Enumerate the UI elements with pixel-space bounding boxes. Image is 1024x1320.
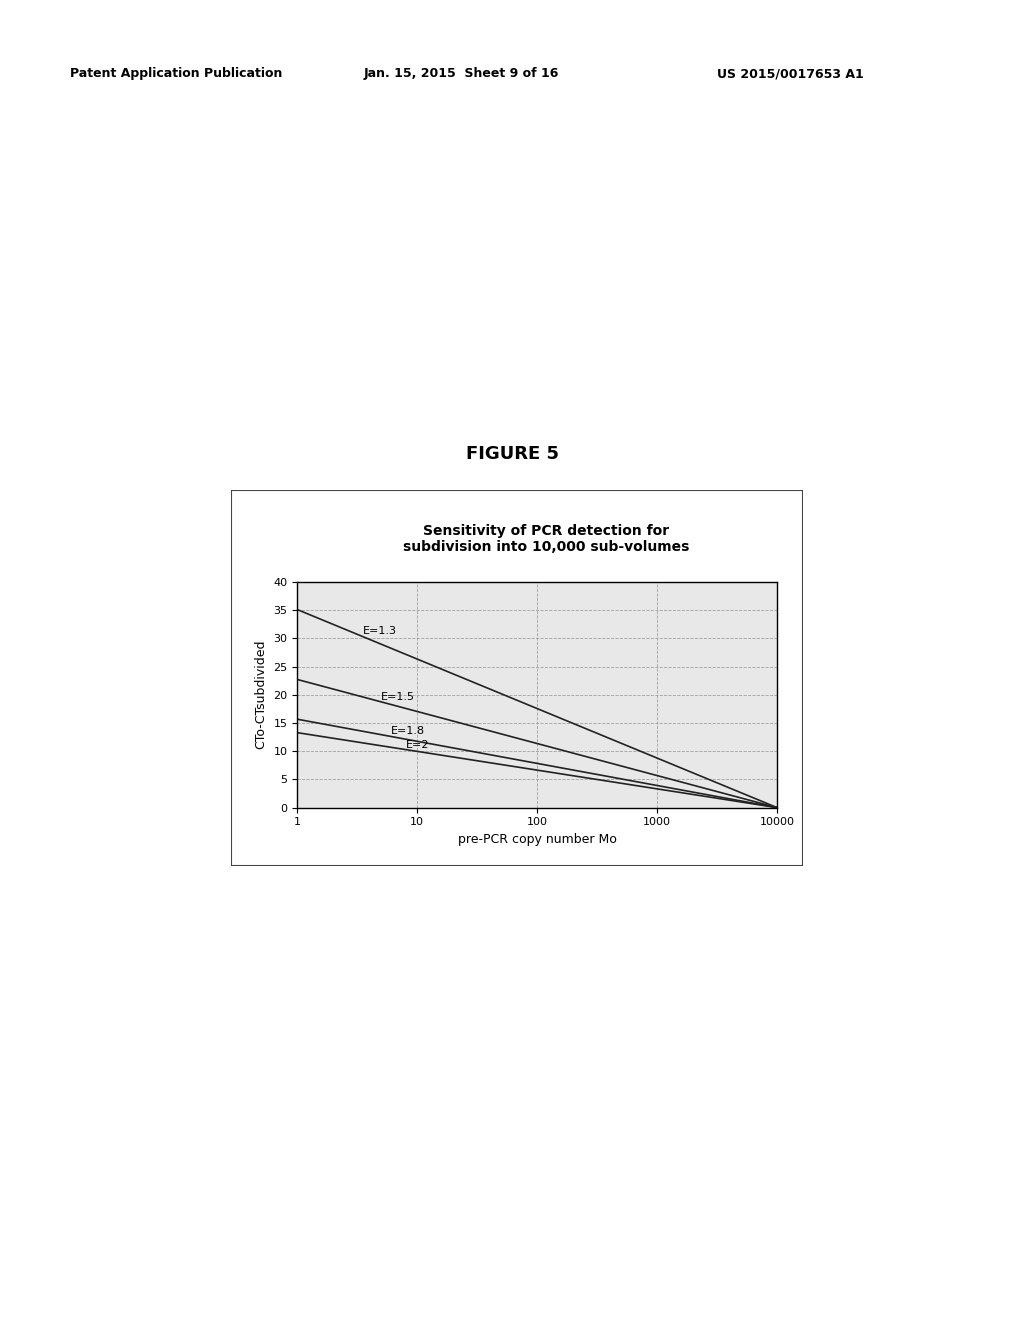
- Text: Jan. 15, 2015  Sheet 9 of 16: Jan. 15, 2015 Sheet 9 of 16: [364, 67, 559, 81]
- Y-axis label: CTo-CTsubdivided: CTo-CTsubdivided: [255, 640, 267, 750]
- Text: Sensitivity of PCR detection for
subdivision into 10,000 sub-volumes: Sensitivity of PCR detection for subdivi…: [402, 524, 689, 553]
- Text: US 2015/0017653 A1: US 2015/0017653 A1: [717, 67, 863, 81]
- Text: E=1.5: E=1.5: [381, 692, 415, 702]
- Text: E=1.8: E=1.8: [390, 726, 425, 737]
- Text: E=2: E=2: [406, 739, 429, 750]
- X-axis label: pre-PCR copy number Mo: pre-PCR copy number Mo: [458, 833, 616, 846]
- Text: FIGURE 5: FIGURE 5: [466, 445, 558, 463]
- Text: E=1.3: E=1.3: [362, 627, 396, 636]
- Text: Patent Application Publication: Patent Application Publication: [70, 67, 282, 81]
